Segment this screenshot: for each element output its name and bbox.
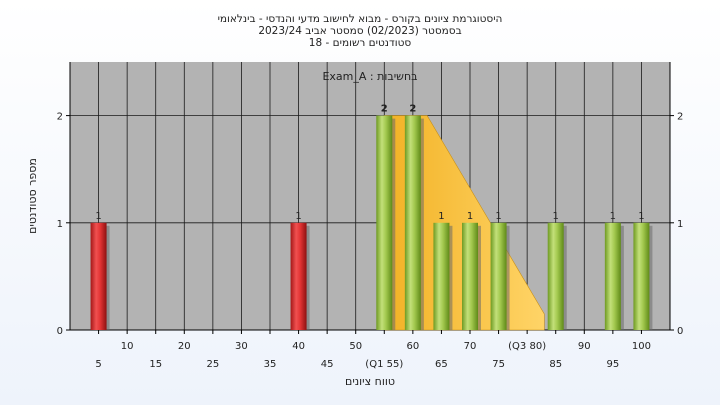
bar [462,222,478,330]
y-tick-label-right: 0 [677,326,683,337]
plot-area [70,62,670,330]
x-tick-label: 15 [149,359,162,370]
x-tick-label: 5 [95,359,101,370]
x-tick-label: (Q1 55) [365,359,403,370]
y-axis-left: 0 1 2 [57,112,70,337]
title-line-3: סטודנטים רשומים - 18 [309,37,412,49]
plot-annotation: בחשיבות : Exam_A [322,70,417,83]
bar [290,222,307,330]
x-axis-label: טווח ציונים [345,375,395,388]
x-tick-label: 20 [178,341,191,352]
x-tick-label: 45 [321,359,334,370]
bar-value-label: 1 [495,211,501,222]
bar-value-label: 1 [610,211,616,222]
bar-group: 1 [462,211,481,330]
bar-group: 1 [433,211,453,330]
y-tick-label-right: 2 [677,112,683,123]
bar [633,222,650,330]
x-tick-label: 10 [121,341,134,352]
bar-value-label: 2 [381,104,388,115]
bar-value-label: 1 [553,211,559,222]
y-tick-label-right: 1 [677,219,683,230]
title-line-1: היסטוגרמת ציונים בקורס - מבוא לחישוב מדע… [218,13,503,25]
y-tick-label-left: 1 [57,219,63,230]
bar-value-label: 1 [638,211,644,222]
bar-group: 2 [376,104,396,330]
bar-value-label: 2 [409,104,416,115]
y-tick-label-left: 0 [57,326,63,337]
x-tick-label: 40 [292,341,305,352]
bar-value-label: 1 [295,211,301,222]
x-tick-label: 100 [632,341,651,352]
x-tick-label: 85 [549,359,562,370]
bar [604,222,621,330]
bar-value-label: 1 [438,211,444,222]
x-tick-label: 65 [435,359,448,370]
bar [404,115,421,330]
bar-group: 1 [547,211,567,330]
x-tick-label: 95 [606,359,619,370]
x-tick-label: 90 [578,341,591,352]
x-axis-ticks: 5 10 15 20 25 30 35 40 45 50(Q1 55)60 65 70 75(Q3 80… [95,330,651,370]
x-tick-label: 50 [349,341,362,352]
bar [433,222,450,330]
y-tick-label-left: 2 [57,112,63,123]
title-line-2: בסמסטר (02/2023) סמסטר אביב 2023/24 [258,25,461,37]
bar [547,222,564,330]
x-tick-label: 35 [264,359,277,370]
y-axis-label: מספר סטודנטים [26,158,39,234]
bar-value-label: 1 [467,211,473,222]
bar-group: 1 [490,211,510,330]
bar-group: 1 [90,211,110,330]
x-tick-label: 25 [206,359,219,370]
x-tick-label: 75 [492,359,505,370]
x-tick-label: 30 [235,341,248,352]
x-tick-label: 70 [464,341,477,352]
bars: 1 1 2 2 1 1 1 1 1 1 [90,104,653,330]
x-tick-label: 60 [406,341,419,352]
y-axis-right: 0 1 2 [670,112,683,337]
bar [490,222,507,330]
bar-group: 1 [633,211,653,330]
chart-title: היסטוגרמת ציונים בקורס - מבוא לחישוב מדע… [218,13,503,49]
bar [376,115,393,330]
bar-group: 1 [604,211,624,330]
bar-group: 1 [290,211,310,330]
x-tick-label: (Q3 80) [508,341,546,352]
bar-value-label: 1 [95,211,101,222]
bar [90,222,107,330]
bar-group: 2 [404,104,424,330]
